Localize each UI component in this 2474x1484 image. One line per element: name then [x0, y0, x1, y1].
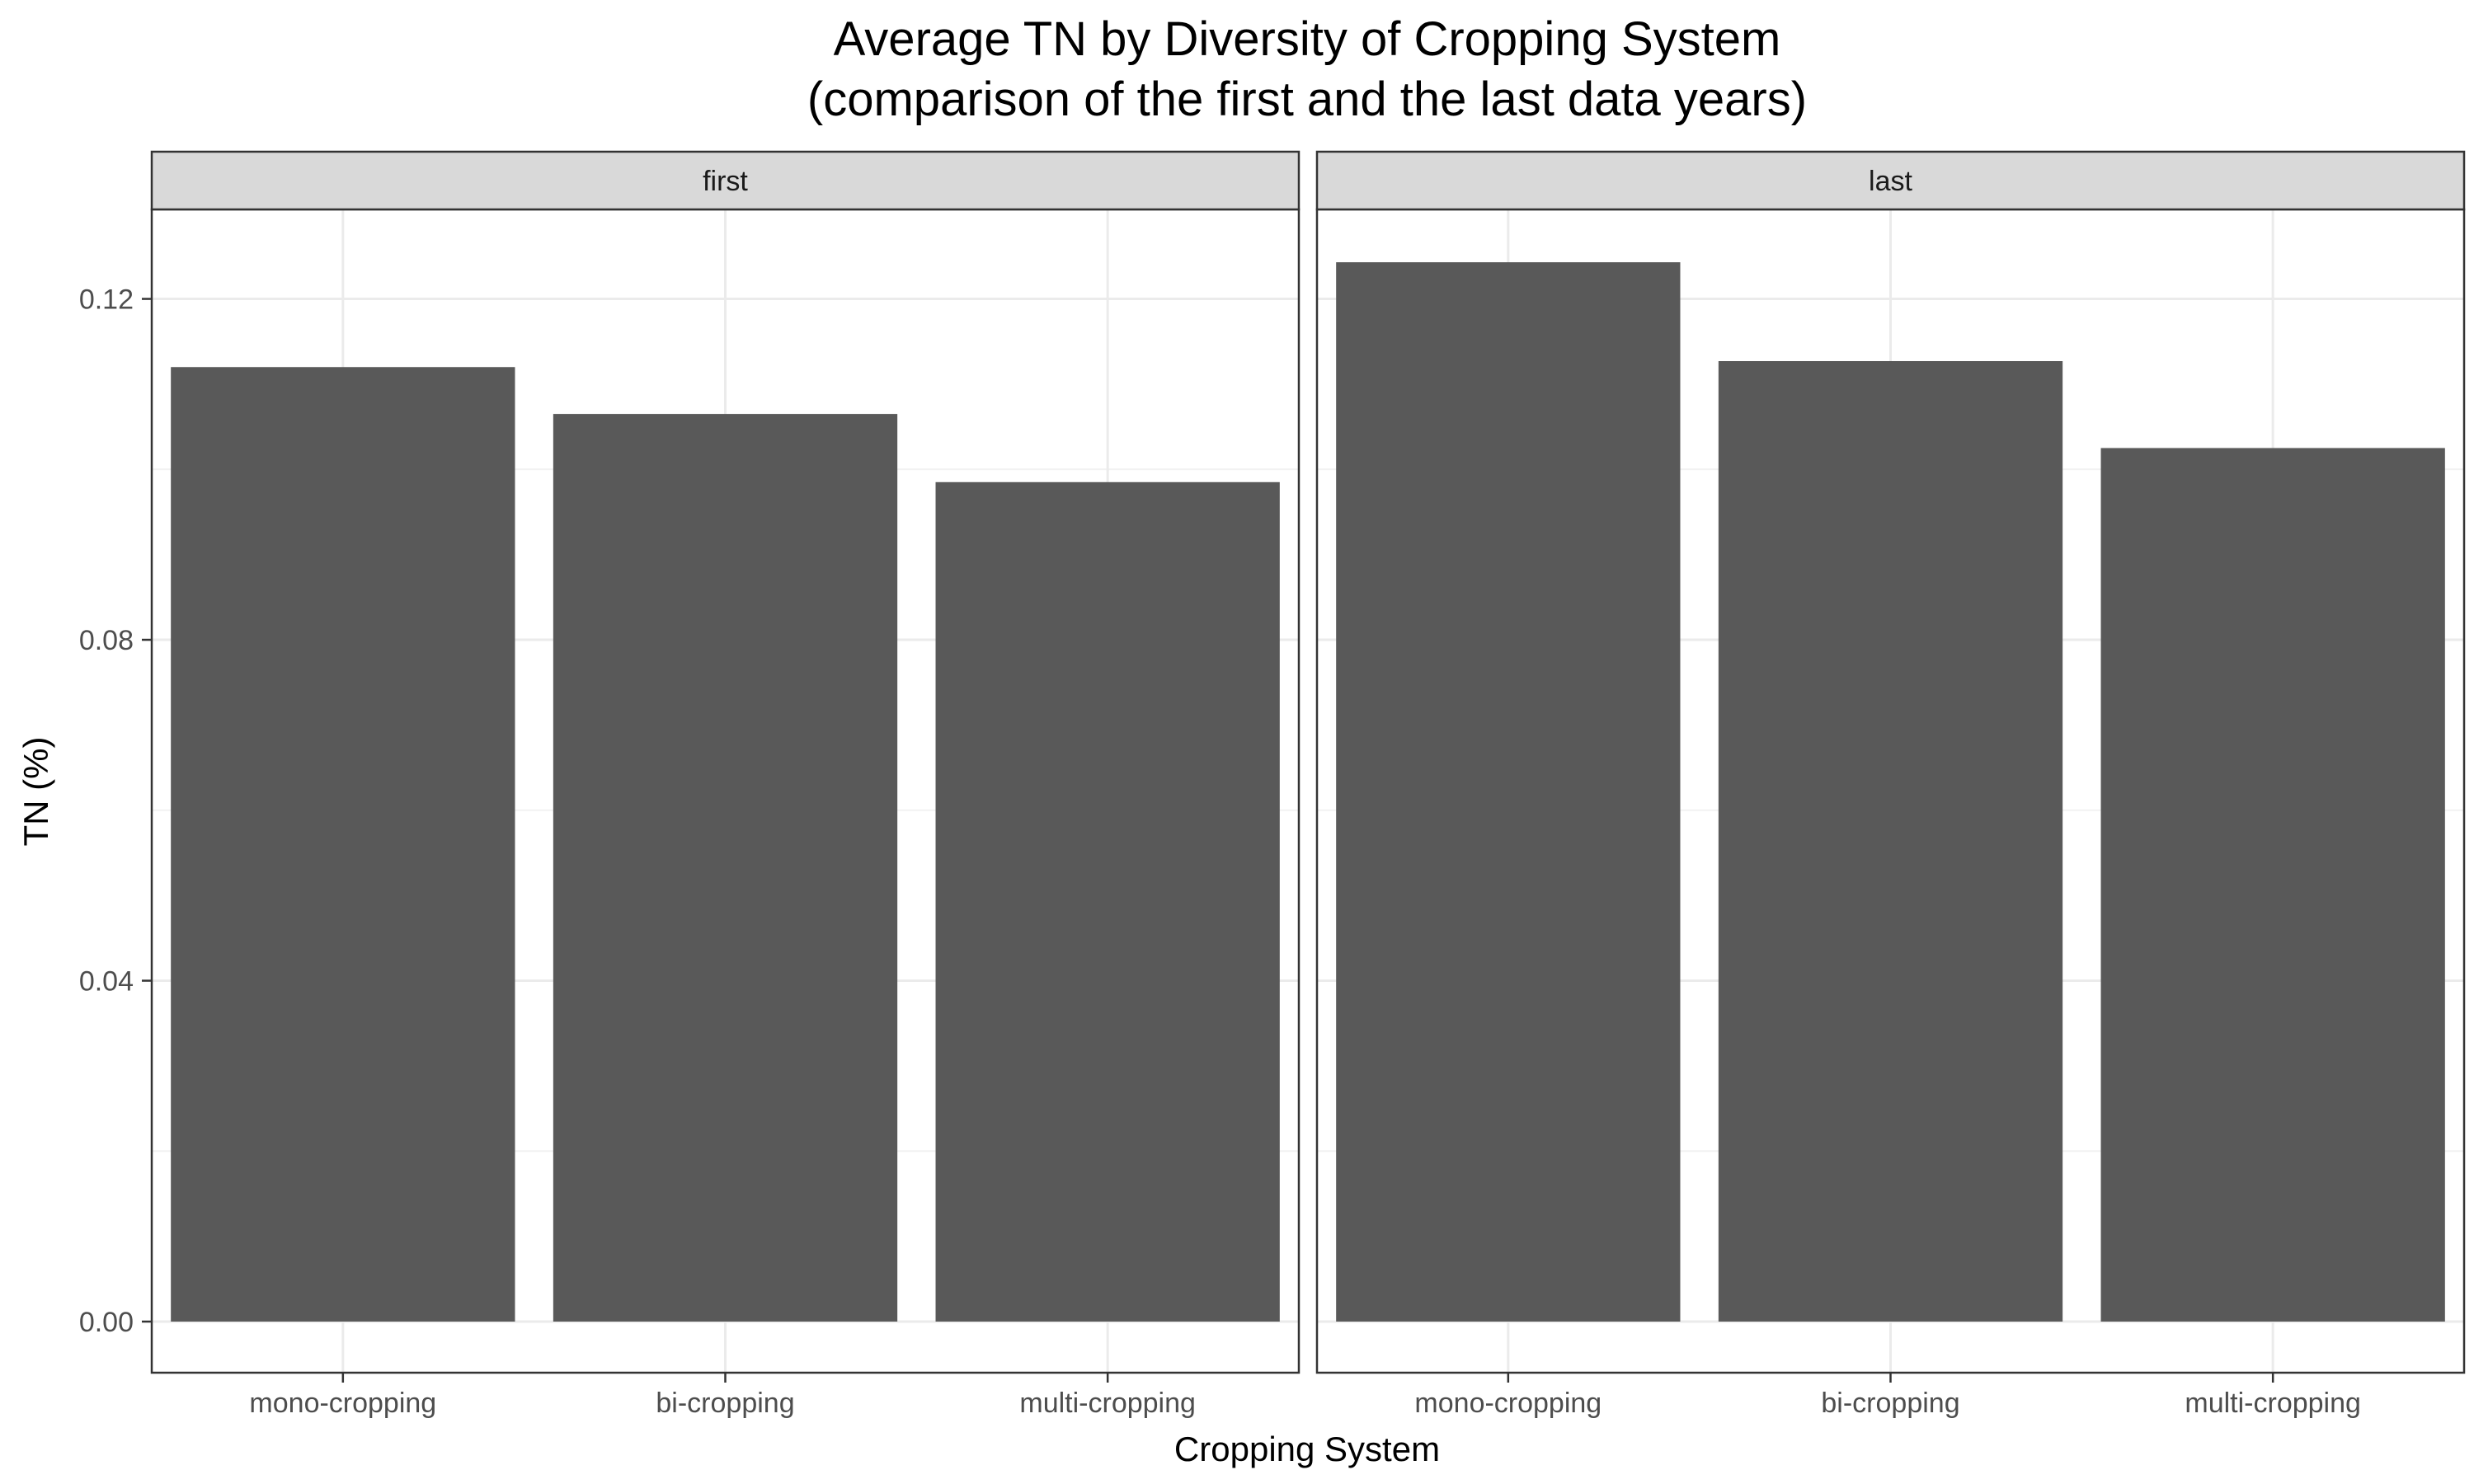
- y-tick-label: 0.00: [79, 1307, 134, 1338]
- facet-strip-label: last: [1869, 166, 1912, 197]
- panel-last: last mono-cropping bi-cropping multi-croppi…: [1315, 150, 2466, 1419]
- bar-first-bi-cropping: [553, 414, 898, 1322]
- bar-first-mono-cropping: [171, 367, 515, 1322]
- bar-last-mono-cropping: [1336, 262, 1681, 1322]
- x-tick-label: mono-cropping: [1414, 1388, 1602, 1419]
- x-axis-title: Cropping System: [1174, 1430, 1440, 1468]
- plot-area: first mono-cropping bi-cropping multi-cropp…: [79, 150, 2466, 1419]
- facet-strip: [1315, 150, 2466, 211]
- bar-last-bi-cropping: [1718, 361, 2063, 1322]
- bar-last-multi-cropping: [2100, 448, 2445, 1322]
- x-tick-label: bi-cropping: [656, 1388, 794, 1419]
- y-tick-label: 0.12: [79, 284, 134, 316]
- bar-first-multi-cropping: [935, 481, 1280, 1322]
- chart-title: Average TN by Diversity of Cropping Syst…: [834, 12, 1781, 66]
- x-tick-label: multi-cropping: [2185, 1388, 2361, 1419]
- facet-strip: [150, 150, 1300, 211]
- facet-strip-label: first: [703, 166, 748, 197]
- y-tick-label: 0.04: [79, 966, 134, 998]
- x-tick-label: multi-cropping: [1019, 1388, 1196, 1419]
- chart-subtitle: (comparison of the first and the last da…: [807, 73, 1807, 126]
- panel-first: first mono-cropping bi-cropping multi-cropp…: [150, 150, 1300, 1419]
- x-tick-label: mono-cropping: [249, 1388, 436, 1419]
- x-tick-label: bi-cropping: [1821, 1388, 1959, 1419]
- y-axis-title: TN (%): [16, 737, 55, 847]
- y-tick-label: 0.08: [79, 625, 134, 656]
